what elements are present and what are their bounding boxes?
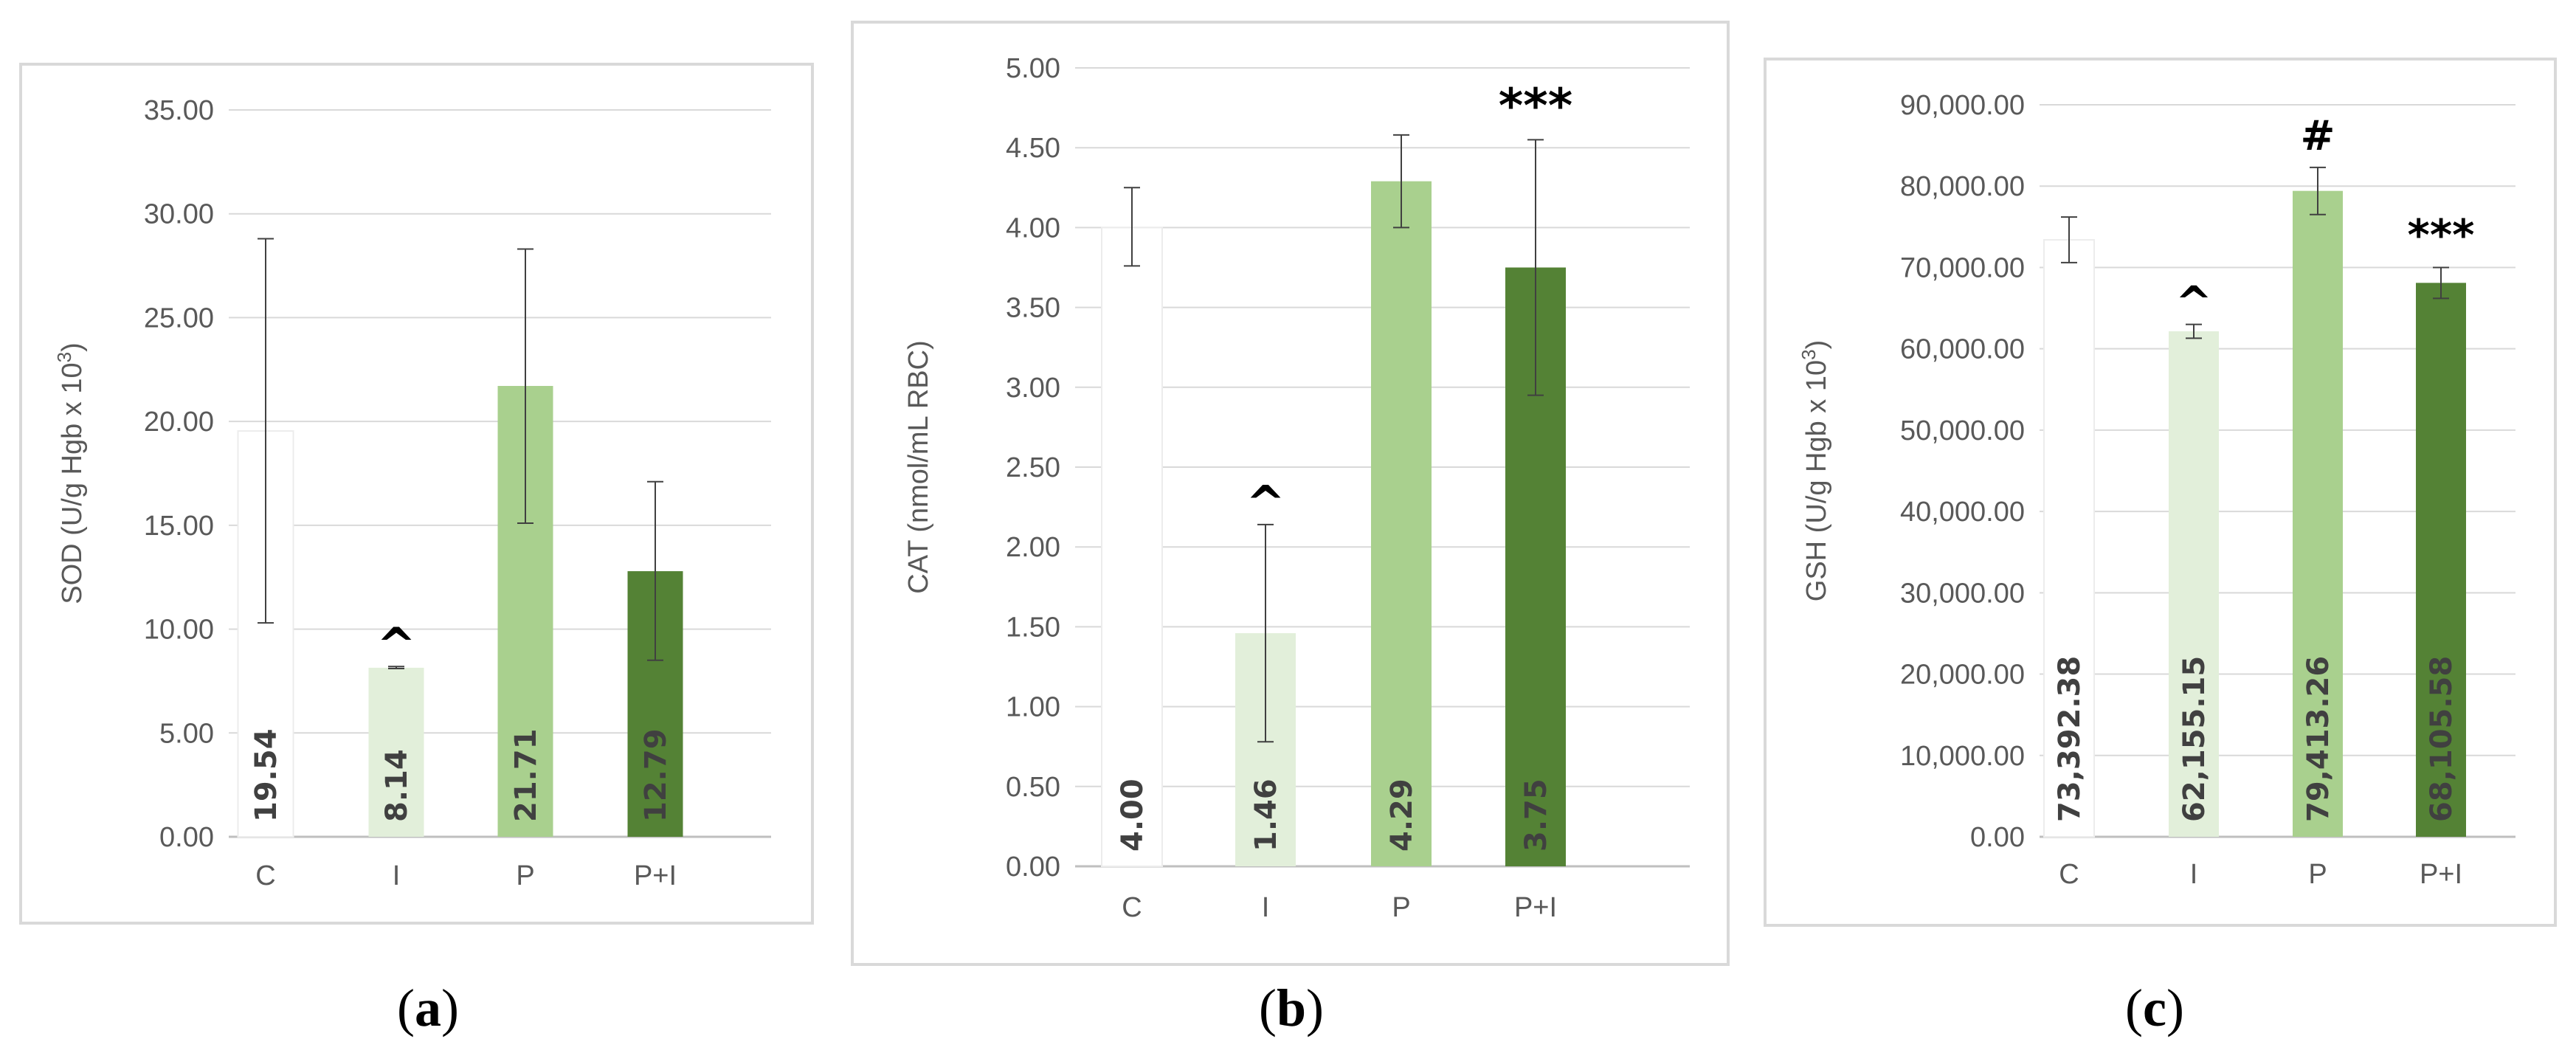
value-label-a-1: 8.14 xyxy=(380,749,414,822)
y-axis-label-end-c: ) xyxy=(1801,340,1832,350)
caption-b-label: b xyxy=(1276,978,1307,1038)
caption-c: (c) xyxy=(2125,978,2184,1038)
x-tick-label-b-3: P+I xyxy=(1514,892,1557,923)
caption-a-label: a xyxy=(415,978,441,1038)
bar-b-C xyxy=(1101,227,1163,867)
y-tick-label-c-0: 0.00 xyxy=(1970,822,2025,853)
y-tick-label-a-1: 5.00 xyxy=(159,718,214,749)
x-tick-label-c-2: P xyxy=(2308,859,2327,890)
y-tick-label-b-10: 5.00 xyxy=(1006,53,1060,84)
caption-c-label: c xyxy=(2143,978,2166,1038)
bar-a-I xyxy=(368,667,424,837)
bar-c-C xyxy=(2043,239,2095,838)
y-tick-label-c-7: 70,000.00 xyxy=(1900,252,2025,283)
value-label-c-2: 79,413.26 xyxy=(2302,656,2335,822)
y-tick-label-a-4: 20.00 xyxy=(144,407,214,438)
bar-c-P+I xyxy=(2416,283,2466,837)
y-axis-label-a: SOD (U/g Hgb x 103) xyxy=(53,342,88,604)
y-axis-label-sup-c: 3 xyxy=(1798,349,1820,359)
y-tick-label-c-6: 60,000.00 xyxy=(1900,334,2025,365)
x-tick-label-c-1: I xyxy=(2190,859,2198,890)
y-tick-label-b-2: 1.00 xyxy=(1006,692,1060,723)
y-tick-label-c-3: 30,000.00 xyxy=(1900,578,2025,609)
value-label-a-3: 12.79 xyxy=(639,728,673,822)
value-label-c-1: 62,155.15 xyxy=(2178,656,2211,822)
y-tick-label-a-0: 0.00 xyxy=(159,822,214,853)
value-label-c-3: 68,105.58 xyxy=(2425,656,2459,822)
y-axis-label-b: CAT (nmol/mL RBC) xyxy=(903,340,934,593)
y-tick-label-a-7: 35.00 xyxy=(144,95,214,126)
caption-a: (a) xyxy=(397,978,459,1038)
y-tick-label-c-8: 80,000.00 xyxy=(1900,171,2025,202)
y-axis-label-text-b: CAT (nmol/mL RBC) xyxy=(903,340,934,593)
value-label-b-3: 3.75 xyxy=(1519,778,1553,852)
chart-b-svg: 0.00 0.50 1.00 1.50 2.00 2.50 3.00 3.50 4.00 4.50… xyxy=(903,53,1690,923)
y-tick-label-c-9: 90,000.00 xyxy=(1900,90,2025,121)
y-tick-label-c-2: 20,000.00 xyxy=(1900,660,2025,691)
value-label-c-0: 73,392.38 xyxy=(2053,656,2087,822)
x-tick-label-a-2: P xyxy=(516,860,534,891)
y-tick-label-b-9: 4.50 xyxy=(1006,133,1060,164)
chart-panel-b: 0.00 0.50 1.00 1.50 2.00 2.50 3.00 3.50 4.00 4.50… xyxy=(851,21,1730,966)
value-label-b-1: 1.46 xyxy=(1249,778,1283,852)
y-tick-label-a-3: 15.00 xyxy=(144,511,214,542)
y-tick-label-c-4: 40,000.00 xyxy=(1900,497,2025,528)
significance-mark-a-1: ^ xyxy=(376,618,416,673)
y-axis-label-text-a: SOD (U/g Hgb x 10 xyxy=(57,362,88,604)
bar-c-P xyxy=(2293,190,2343,837)
bar-c-I xyxy=(2169,331,2219,837)
x-tick-label-c-0: C xyxy=(2059,859,2079,890)
significance-mark-b-1: ^ xyxy=(1246,477,1285,531)
value-label-a-2: 21.71 xyxy=(509,728,543,822)
y-tick-label-c-1: 10,000.00 xyxy=(1900,741,2025,772)
y-tick-label-a-5: 25.00 xyxy=(144,303,214,334)
y-tick-label-c-5: 50,000.00 xyxy=(1900,415,2025,446)
y-axis-label-sup-a: 3 xyxy=(53,352,75,362)
chart-c-svg: 0.00 10,000.00 20,000.00 30,000.00 40,000.00… xyxy=(1798,90,2515,890)
bar-b-P xyxy=(1371,181,1432,867)
x-tick-label-a-1: I xyxy=(393,860,401,891)
chart-panel-a: 0.00 5.00 10.00 15.00 20.00 25.00 30.00 35.00 SO… xyxy=(19,63,814,925)
significance-mark-c-2: # xyxy=(2301,112,2335,160)
y-tick-label-b-4: 2.00 xyxy=(1006,532,1060,563)
y-tick-label-a-6: 30.00 xyxy=(144,199,214,230)
value-label-b-2: 4.29 xyxy=(1385,778,1419,852)
value-label-b-0: 4.00 xyxy=(1116,778,1150,852)
y-tick-label-b-0: 0.00 xyxy=(1006,852,1060,883)
y-tick-label-b-5: 2.50 xyxy=(1006,452,1060,483)
y-tick-label-b-6: 3.00 xyxy=(1006,373,1060,404)
value-label-a-0: 19.54 xyxy=(249,728,283,822)
significance-mark-c-3: *** xyxy=(2408,210,2475,260)
y-axis-label-text-c: GSH (U/g Hgb x 10 xyxy=(1801,360,1832,601)
y-tick-label-b-1: 0.50 xyxy=(1006,772,1060,803)
x-tick-label-b-2: P xyxy=(1392,892,1410,923)
y-tick-label-a-2: 10.00 xyxy=(144,615,214,646)
chart-a-svg: 0.00 5.00 10.00 15.00 20.00 25.00 30.00 35.00 SO… xyxy=(53,95,771,891)
caption-b: (b) xyxy=(1258,978,1324,1038)
significance-mark-b-3: *** xyxy=(1499,79,1572,134)
x-tick-label-a-0: C xyxy=(255,860,275,891)
x-tick-label-c-3: P+I xyxy=(2420,859,2462,890)
chart-panel-c: 0.00 10,000.00 20,000.00 30,000.00 40,000.00… xyxy=(1764,58,2557,927)
y-tick-label-b-7: 3.50 xyxy=(1006,293,1060,324)
y-axis-label-c: GSH (U/g Hgb x 103) xyxy=(1798,340,1832,601)
y-tick-label-b-8: 4.00 xyxy=(1006,213,1060,244)
x-tick-label-b-0: C xyxy=(1122,892,1142,923)
y-axis-label-end-a: ) xyxy=(57,342,88,352)
significance-mark-c-1: ^ xyxy=(2175,277,2212,329)
y-tick-label-b-3: 1.50 xyxy=(1006,612,1060,643)
x-tick-label-a-3: P+I xyxy=(634,860,677,891)
x-tick-label-b-1: I xyxy=(1262,892,1270,923)
